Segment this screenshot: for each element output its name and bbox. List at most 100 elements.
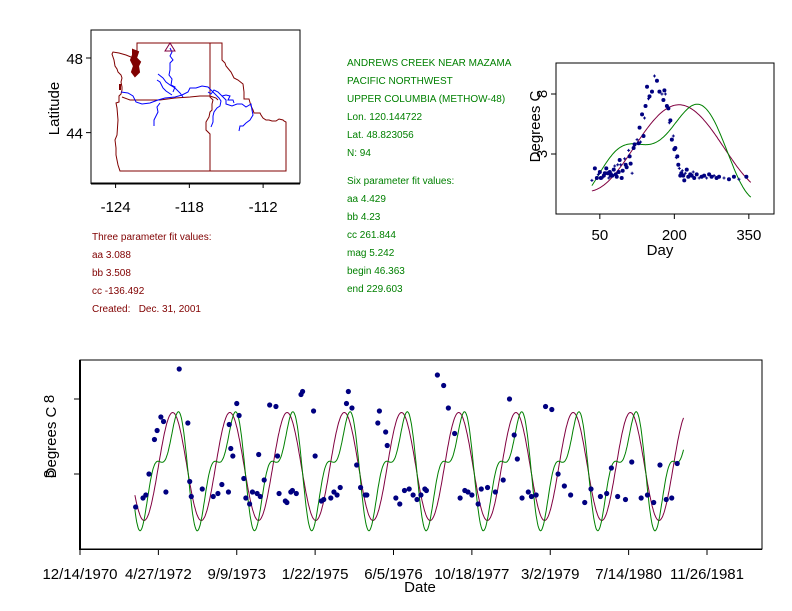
seasonal-point [607,176,611,180]
timeseries-x-tick-label: 4/27/1972 [125,566,192,583]
seasonal-point [662,88,667,93]
seasonal-point [722,176,726,180]
river-yakima [156,73,184,98]
seasonal-point [627,154,632,159]
state-line-id [205,43,214,171]
seasonal-point [726,177,731,182]
three-param-values: Three parameter fit values: aa 3.088 bb … [92,229,212,319]
six-param-title: Six parameter fit values: [347,176,455,187]
timeseries-point [310,408,317,414]
seasonal-y-axis-title: Degrees C [527,90,544,162]
seasonal-point [620,168,625,173]
timeseries-y-axis-title: Degrees C [43,406,60,478]
seasonal-point [649,89,654,94]
station-region: PACIFIC NORTHWEST [347,76,453,87]
seasonal-point [610,173,615,178]
timeseries-point [492,489,498,495]
seasonal-point [637,125,642,130]
seasonal-x-tick-label: 350 [736,227,761,244]
seasonal-point [657,89,662,94]
seasonal-point [737,177,741,181]
seasonal-point [613,164,617,168]
seasonal-x-tick-label: 200 [662,227,687,244]
timeseries-point [187,478,193,485]
timeseries-point [234,400,240,407]
timeseries-point [506,396,513,402]
six-param-bb: bb 4.23 [347,212,381,223]
timeseries-point [669,495,675,501]
timeseries-point [511,432,517,438]
timeseries-point [445,405,451,411]
seasonal-point [632,142,637,147]
seasonal-point [694,172,699,177]
seasonal-point [631,146,636,150]
timeseries-point [349,405,355,411]
timeseries-point [604,490,610,497]
timeseries-point [293,490,299,497]
seasonal-point [635,138,639,142]
seasonal-point [707,172,712,177]
river-willamette [153,102,161,126]
six-param-aa: aa 4.429 [347,194,386,205]
seasonal-point [661,98,666,102]
seasonal-point [647,94,652,99]
timeseries-point [133,504,139,510]
timeseries-point [651,499,657,506]
timeseries-point [158,414,164,420]
timeseries-point [555,471,561,477]
timeseries-point [588,486,594,492]
timeseries-point [151,436,158,443]
three-param-cc: cc -136.492 [92,286,145,297]
three-param-aa: aa 3.088 [92,250,131,261]
state-line-or-wa [121,95,219,101]
station-latitude: Lat. 48.823056 [347,130,414,141]
timeseries-point [328,495,334,501]
timeseries-point [321,496,327,503]
timeseries-point [163,489,169,495]
timeseries-point [267,402,273,408]
station-name: ANDREWS CREEK NEAR MAZAMA [347,58,512,69]
seasonal-point [692,176,697,180]
seasonal-point [597,170,602,174]
timeseries-point [176,366,182,372]
timeseries-point [615,493,621,500]
timeseries-point [219,481,225,488]
seasonal-point [616,170,621,174]
seasonal-point [689,173,694,178]
timeseries-point [354,462,360,468]
timeseries-point [568,492,574,498]
timeseries-three-param-fit-line [134,411,684,522]
station-basin: UPPER COLUMBIA (METHOW-48) [347,94,506,105]
seasonal-x-axis-title: Day [647,242,674,259]
six-param-end: end 229.603 [347,284,403,295]
seasonal-point [680,169,684,173]
timeseries-point [384,442,390,449]
timeseries-point [484,484,491,491]
seasonal-point [641,134,646,138]
timeseries-x-tick-label: 3/2/1979 [521,566,579,583]
timeseries-point [343,400,350,407]
seasonal-point [717,174,722,179]
map-y-axis-title: Latitude [46,82,63,135]
map-x-tick-label: -124 [101,199,131,216]
seasonal-point [624,165,629,170]
seasonal-point [604,166,609,171]
seasonal-point [619,176,624,180]
timeseries-point [236,412,242,419]
timeseries-point [469,492,475,498]
seasonal-point [671,134,675,138]
seasonal-point [712,174,716,178]
seasonal-six-param-fit-line [591,103,752,198]
timeseries-point [533,492,539,498]
map-y-tick-label: 44 [66,126,83,143]
timeseries-point [418,492,424,498]
timeseries-point [375,420,381,426]
timeseries-point [225,489,232,495]
seasonal-point [611,167,616,172]
seasonal-point [652,74,656,78]
seasonal-point [682,178,687,183]
timeseries-point [519,495,525,501]
seasonal-y-tick-label: 8 [534,90,551,98]
timeseries-point [528,493,535,500]
